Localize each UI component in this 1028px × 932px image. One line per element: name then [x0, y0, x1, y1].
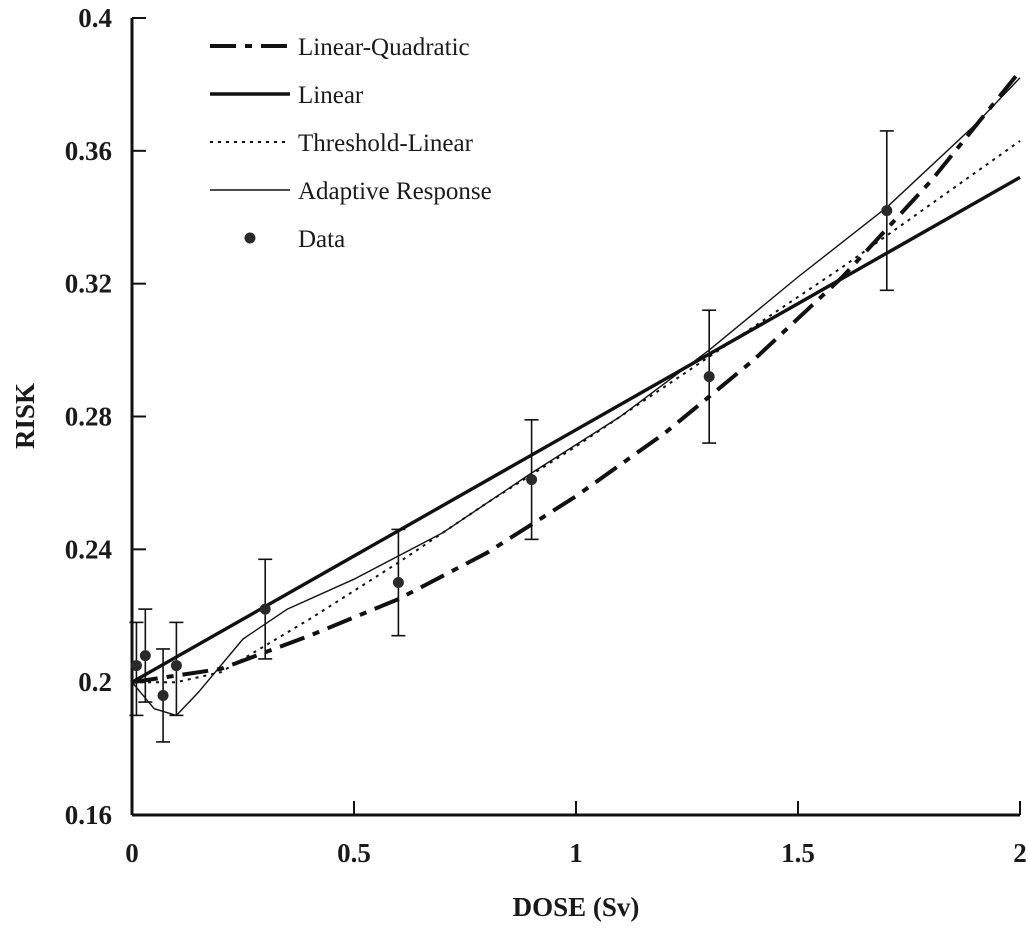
y-tick-label: 0.16	[65, 800, 112, 830]
data-marker	[157, 689, 169, 701]
data-marker	[703, 371, 715, 383]
axis-ticks: 0 0.5 1 1.5 2 0.16 0.2 0.24 0.28 0.32 0.36 0.4	[65, 3, 1027, 868]
series-line-adaptive-response	[131, 77, 1021, 717]
x-tick-label: 0	[125, 838, 139, 868]
y-tick-label: 0.2	[78, 667, 112, 697]
y-tick-label: 0.28	[65, 402, 112, 432]
legend-label-data: Data	[298, 226, 345, 253]
legend-swatch-data	[244, 232, 256, 244]
data-point	[258, 558, 273, 660]
data-point	[524, 419, 539, 541]
data-point	[156, 648, 171, 743]
data-marker	[170, 660, 182, 672]
data-point	[879, 130, 894, 292]
y-tick-label: 0.36	[65, 136, 112, 166]
data-marker	[881, 205, 893, 217]
series-line-linear	[131, 175, 1021, 684]
data-marker	[526, 474, 538, 486]
data-marker	[130, 660, 142, 672]
x-axis-title: DOSE (Sv)	[513, 892, 640, 922]
data-point	[169, 621, 184, 717]
series-layer	[131, 69, 1022, 717]
data-marker	[392, 577, 404, 589]
x-tick-label: 2	[1013, 838, 1027, 868]
data-marker	[259, 603, 271, 615]
legend-label-threshold-linear: Threshold-Linear	[298, 130, 474, 157]
data-point	[702, 309, 717, 444]
data-points-layer	[129, 130, 894, 743]
x-tick-label: 1	[569, 838, 583, 868]
x-tick-label: 1.5	[781, 838, 815, 868]
y-axis-title: RISK	[10, 383, 40, 449]
data-point	[129, 621, 144, 717]
x-tick-label: 0.5	[337, 838, 371, 868]
data-marker	[139, 650, 151, 662]
legend-label-linear-quadratic: Linear-Quadratic	[298, 34, 470, 61]
series-line-linear-quadratic	[131, 69, 1022, 685]
y-tick-label: 0.4	[78, 3, 112, 33]
data-point	[391, 528, 406, 637]
legend-label-linear: Linear	[298, 82, 364, 109]
legend: Linear-Quadratic Linear Threshold-Linear Ad…	[210, 34, 492, 253]
y-tick-label: 0.32	[65, 269, 112, 299]
y-tick-label: 0.24	[65, 534, 112, 564]
legend-label-adaptive-response: Adaptive Response	[298, 178, 492, 205]
data-point	[138, 608, 153, 703]
